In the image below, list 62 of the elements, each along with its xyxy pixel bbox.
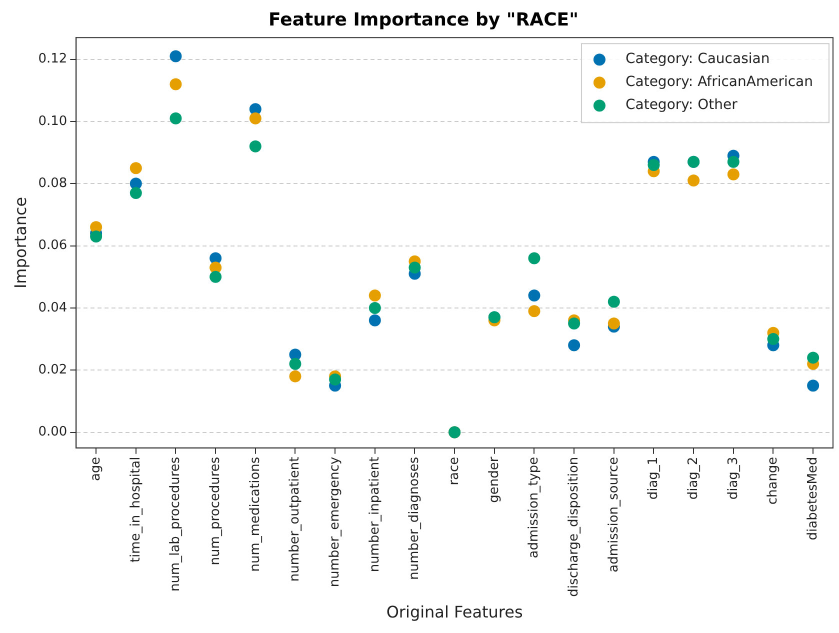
legend-label: Category: Caucasian bbox=[625, 51, 770, 68]
x-tick-label: gender bbox=[486, 456, 502, 503]
point bbox=[528, 252, 540, 264]
y-tick-label: 0.12 bbox=[38, 52, 68, 67]
point bbox=[210, 270, 222, 283]
point bbox=[249, 140, 262, 152]
legend-label: Category: Other bbox=[625, 97, 738, 114]
x-tick-label: num_medications bbox=[248, 456, 263, 572]
point bbox=[568, 318, 580, 330]
point bbox=[568, 339, 580, 352]
x-tick-label: time_in_hospital bbox=[128, 456, 144, 563]
x-axis-title: Original Features bbox=[386, 602, 523, 622]
point bbox=[130, 186, 142, 199]
x-tick-label: admission_source bbox=[606, 456, 622, 572]
chart-title: Feature Importance by "RACE" bbox=[268, 9, 578, 30]
point bbox=[727, 168, 740, 180]
x-tick-label: number_inpatient bbox=[367, 456, 382, 572]
x-tick-label: diag_1 bbox=[646, 456, 662, 500]
point bbox=[408, 262, 421, 274]
x-tick-label: discharge_disposition bbox=[566, 456, 582, 597]
y-tick-label: 0.08 bbox=[38, 176, 68, 192]
legend-label: Category: AfricanAmerican bbox=[625, 74, 814, 90]
point bbox=[130, 162, 142, 174]
x-tick-label: diag_3 bbox=[726, 456, 741, 500]
point bbox=[170, 78, 182, 90]
y-tick-label: 0.00 bbox=[38, 424, 68, 440]
x-tick-label: diabetesMed bbox=[805, 456, 820, 540]
x-tick-label: number_outpatient bbox=[288, 456, 303, 582]
x-tick-label: admission_type bbox=[526, 456, 542, 558]
point bbox=[767, 333, 780, 346]
point bbox=[368, 314, 381, 326]
point bbox=[807, 352, 820, 364]
point bbox=[90, 230, 102, 242]
x-tick-label: number_diagnoses bbox=[407, 456, 422, 580]
point bbox=[170, 112, 182, 124]
point bbox=[688, 174, 700, 187]
point bbox=[329, 373, 342, 386]
point bbox=[368, 290, 381, 302]
y-axis-title: Importance bbox=[10, 196, 30, 289]
y-tick-label: 0.04 bbox=[38, 300, 68, 316]
x-tick-label: change bbox=[766, 456, 781, 505]
point bbox=[727, 156, 740, 168]
point bbox=[249, 112, 262, 124]
x-tick-label: number_emergency bbox=[327, 456, 342, 588]
x-tick-label: num_procedures bbox=[208, 456, 223, 566]
y-tick-label: 0.10 bbox=[38, 114, 68, 129]
x-tick-label: diag_2 bbox=[686, 456, 701, 500]
x-tick-label: age bbox=[88, 456, 104, 482]
point bbox=[289, 370, 302, 382]
point bbox=[528, 305, 540, 318]
point bbox=[648, 159, 660, 172]
point bbox=[807, 380, 820, 392]
y-tick-label: 0.02 bbox=[38, 362, 68, 378]
point bbox=[368, 302, 381, 314]
point bbox=[608, 296, 620, 308]
y-tick-label: 0.06 bbox=[38, 238, 68, 254]
point bbox=[170, 50, 182, 62]
x-tick-label: race bbox=[446, 456, 462, 486]
point bbox=[608, 318, 620, 330]
point bbox=[289, 358, 302, 370]
x-tick-label: num_lab_procedures bbox=[168, 456, 184, 592]
point bbox=[528, 290, 540, 302]
